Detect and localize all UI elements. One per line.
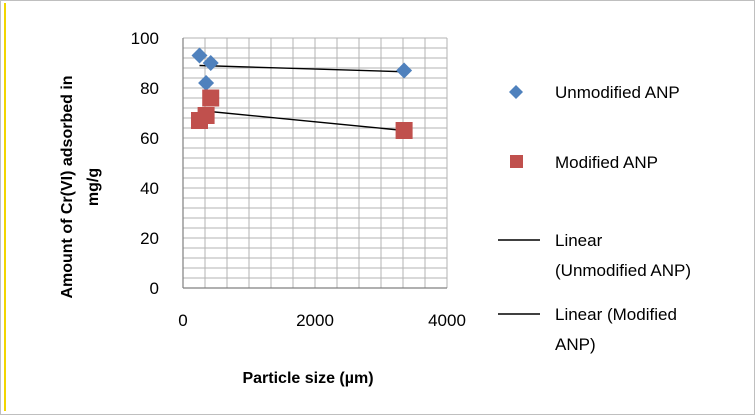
legend-item-unmodified-anp: Unmodified ANP (509, 83, 680, 102)
legend-item-modified-anp: Modified ANP (510, 153, 658, 172)
data-point-unmodified (191, 47, 208, 64)
data-point-unmodified (202, 55, 219, 71)
y-axis-title-line-1: Amount of Cr(VI) adsorbed in (59, 75, 76, 298)
legend-square-marker (510, 155, 523, 168)
legend-label-linear-modified-1: Linear (Modified (555, 305, 677, 324)
y-tick-label: 40 (140, 179, 159, 198)
legend-item-linear-unmodified: Linear (Unmodified ANP) (498, 231, 691, 280)
data-point-unmodified (198, 75, 215, 91)
data-point-modified (197, 107, 215, 124)
y-tick-label: 0 (150, 279, 159, 298)
data-point-modified (202, 89, 220, 107)
trendlines (199, 64, 405, 132)
x-axis-title: Particle size (µm) (242, 370, 373, 387)
y-tick-label: 80 (140, 79, 159, 98)
x-tick-label: 0 (178, 311, 187, 330)
data-point-unmodified (396, 62, 413, 79)
x-tick-label: 4000 (428, 311, 466, 330)
legend-label-unmodified-anp: Unmodified ANP (555, 83, 680, 102)
y-axis-title: Amount of Cr(VI) adsorbed in mg/g (59, 75, 102, 298)
trendline-modified (199, 109, 405, 132)
y-tick-label: 20 (140, 229, 159, 248)
y-axis-title-line-2: mg/g (85, 168, 102, 206)
legend-label-modified-anp: Modified ANP (555, 153, 658, 172)
legend: Unmodified ANP Modified ANP Linear (Unmo… (498, 83, 691, 354)
axes (182, 38, 447, 289)
legend-item-linear-modified: Linear (Modified ANP) (498, 305, 677, 354)
data-point-modified (395, 122, 413, 139)
data-points (191, 47, 413, 139)
grid (182, 37, 448, 289)
legend-label-linear-unmodified-1: Linear (555, 231, 603, 250)
left-accent-bar (4, 3, 6, 411)
trendline-unmodified (199, 64, 405, 73)
legend-diamond-marker (509, 85, 523, 99)
x-tick-labels: 0 2000 4000 (178, 311, 466, 330)
y-tick-labels: 0 20 40 60 80 100 (131, 29, 159, 298)
x-tick-label: 2000 (296, 311, 334, 330)
legend-label-linear-unmodified-2: (Unmodified ANP) (555, 261, 691, 280)
legend-label-linear-modified-2: ANP) (555, 335, 596, 354)
y-tick-label: 60 (140, 129, 159, 148)
y-tick-label: 100 (131, 29, 159, 48)
